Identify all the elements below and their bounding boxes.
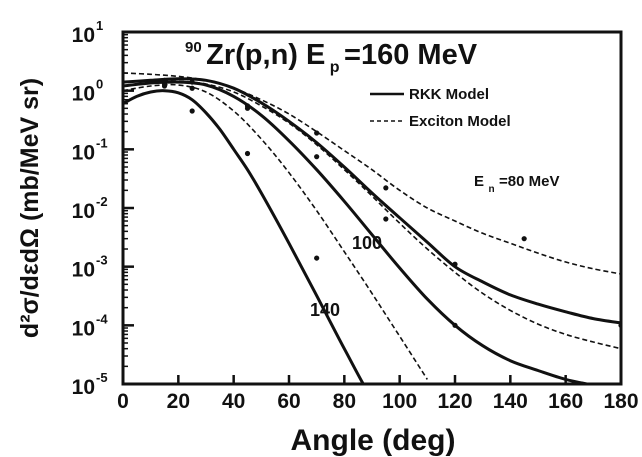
- y-tick-exponent: -1: [96, 135, 108, 150]
- x-tick-label: 60: [277, 390, 300, 413]
- data-point: [189, 108, 195, 114]
- y-tick-exponent: -3: [96, 253, 108, 268]
- rkk-model-curve: [123, 89, 365, 384]
- exciton-model-curve: [123, 72, 621, 275]
- data-point: [383, 216, 389, 222]
- y-tick-exponent: -2: [96, 194, 108, 209]
- title-subscript: p: [330, 59, 340, 76]
- data-point: [244, 103, 251, 109]
- title-suffix: =160 MeV: [344, 39, 478, 71]
- x-axis-ticks: 0 20 40 60 80 100 120 140 160 180: [117, 375, 639, 413]
- annotation-en-80: E n =80 MeV: [474, 173, 560, 196]
- annotation-100: 100: [352, 233, 382, 253]
- x-tick-label: 160: [548, 390, 583, 413]
- data-point: [452, 322, 458, 328]
- y-tick-label: 10: [72, 200, 95, 223]
- x-tick-label: 180: [603, 390, 638, 413]
- annotation-en-sub: n: [488, 184, 494, 195]
- data-point: [161, 83, 168, 89]
- data-point: [521, 236, 527, 242]
- x-axis-title: Angle (deg): [291, 424, 456, 457]
- data-point: [452, 261, 458, 267]
- legend-exciton-label: Exciton Model: [409, 113, 511, 130]
- annotation-en-rest: =80 MeV: [499, 173, 559, 190]
- y-tick-label: 10: [72, 83, 95, 106]
- y-axis-title: d²σ/dεdΩ (mb/MeV sr): [16, 78, 44, 338]
- data-point: [314, 154, 320, 160]
- data-point: [314, 130, 320, 136]
- y-tick-label: 10: [72, 259, 95, 282]
- y-tick-exponent: -5: [96, 370, 108, 385]
- y-tick-exponent: 0: [96, 77, 103, 92]
- data-point: [314, 255, 320, 261]
- title-superscript: 90: [185, 39, 202, 56]
- y-tick-exponent: 1: [96, 18, 103, 33]
- model-curves: [123, 72, 621, 384]
- data-point: [618, 322, 621, 328]
- data-point: [189, 85, 195, 91]
- data-point: [244, 150, 251, 157]
- legend: RKK Model Exciton Model: [370, 86, 511, 130]
- x-tick-label: 100: [382, 390, 417, 413]
- title-main: Zr(p,n) E: [206, 39, 325, 71]
- x-tick-label: 80: [333, 390, 356, 413]
- rkk-model-curve: [123, 80, 594, 384]
- x-tick-label: 140: [493, 390, 528, 413]
- y-tick-label: 10: [72, 24, 95, 47]
- data-point: [383, 185, 389, 191]
- data-points: [161, 77, 621, 328]
- data-point: [189, 79, 195, 85]
- rkk-model-curve: [123, 77, 621, 325]
- data-point: [161, 77, 168, 83]
- y-tick-label: 10: [72, 141, 95, 164]
- annotation-140: 140: [310, 300, 340, 320]
- exciton-model-curve: [123, 83, 428, 380]
- annotation-en-main: E: [474, 173, 484, 190]
- y-tick-label: 10: [72, 317, 95, 340]
- x-tick-label: 0: [117, 390, 129, 413]
- legend-rkk-label: RKK Model: [409, 86, 489, 103]
- exciton-model-curve: [123, 80, 621, 350]
- x-tick-label: 40: [222, 390, 245, 413]
- y-tick-exponent: -4: [96, 311, 108, 326]
- chart-title: 90 Zr(p,n) E p =160 MeV: [185, 39, 478, 76]
- x-tick-label: 120: [437, 390, 472, 413]
- y-tick-label: 10: [72, 376, 95, 399]
- x-tick-label: 20: [167, 390, 190, 413]
